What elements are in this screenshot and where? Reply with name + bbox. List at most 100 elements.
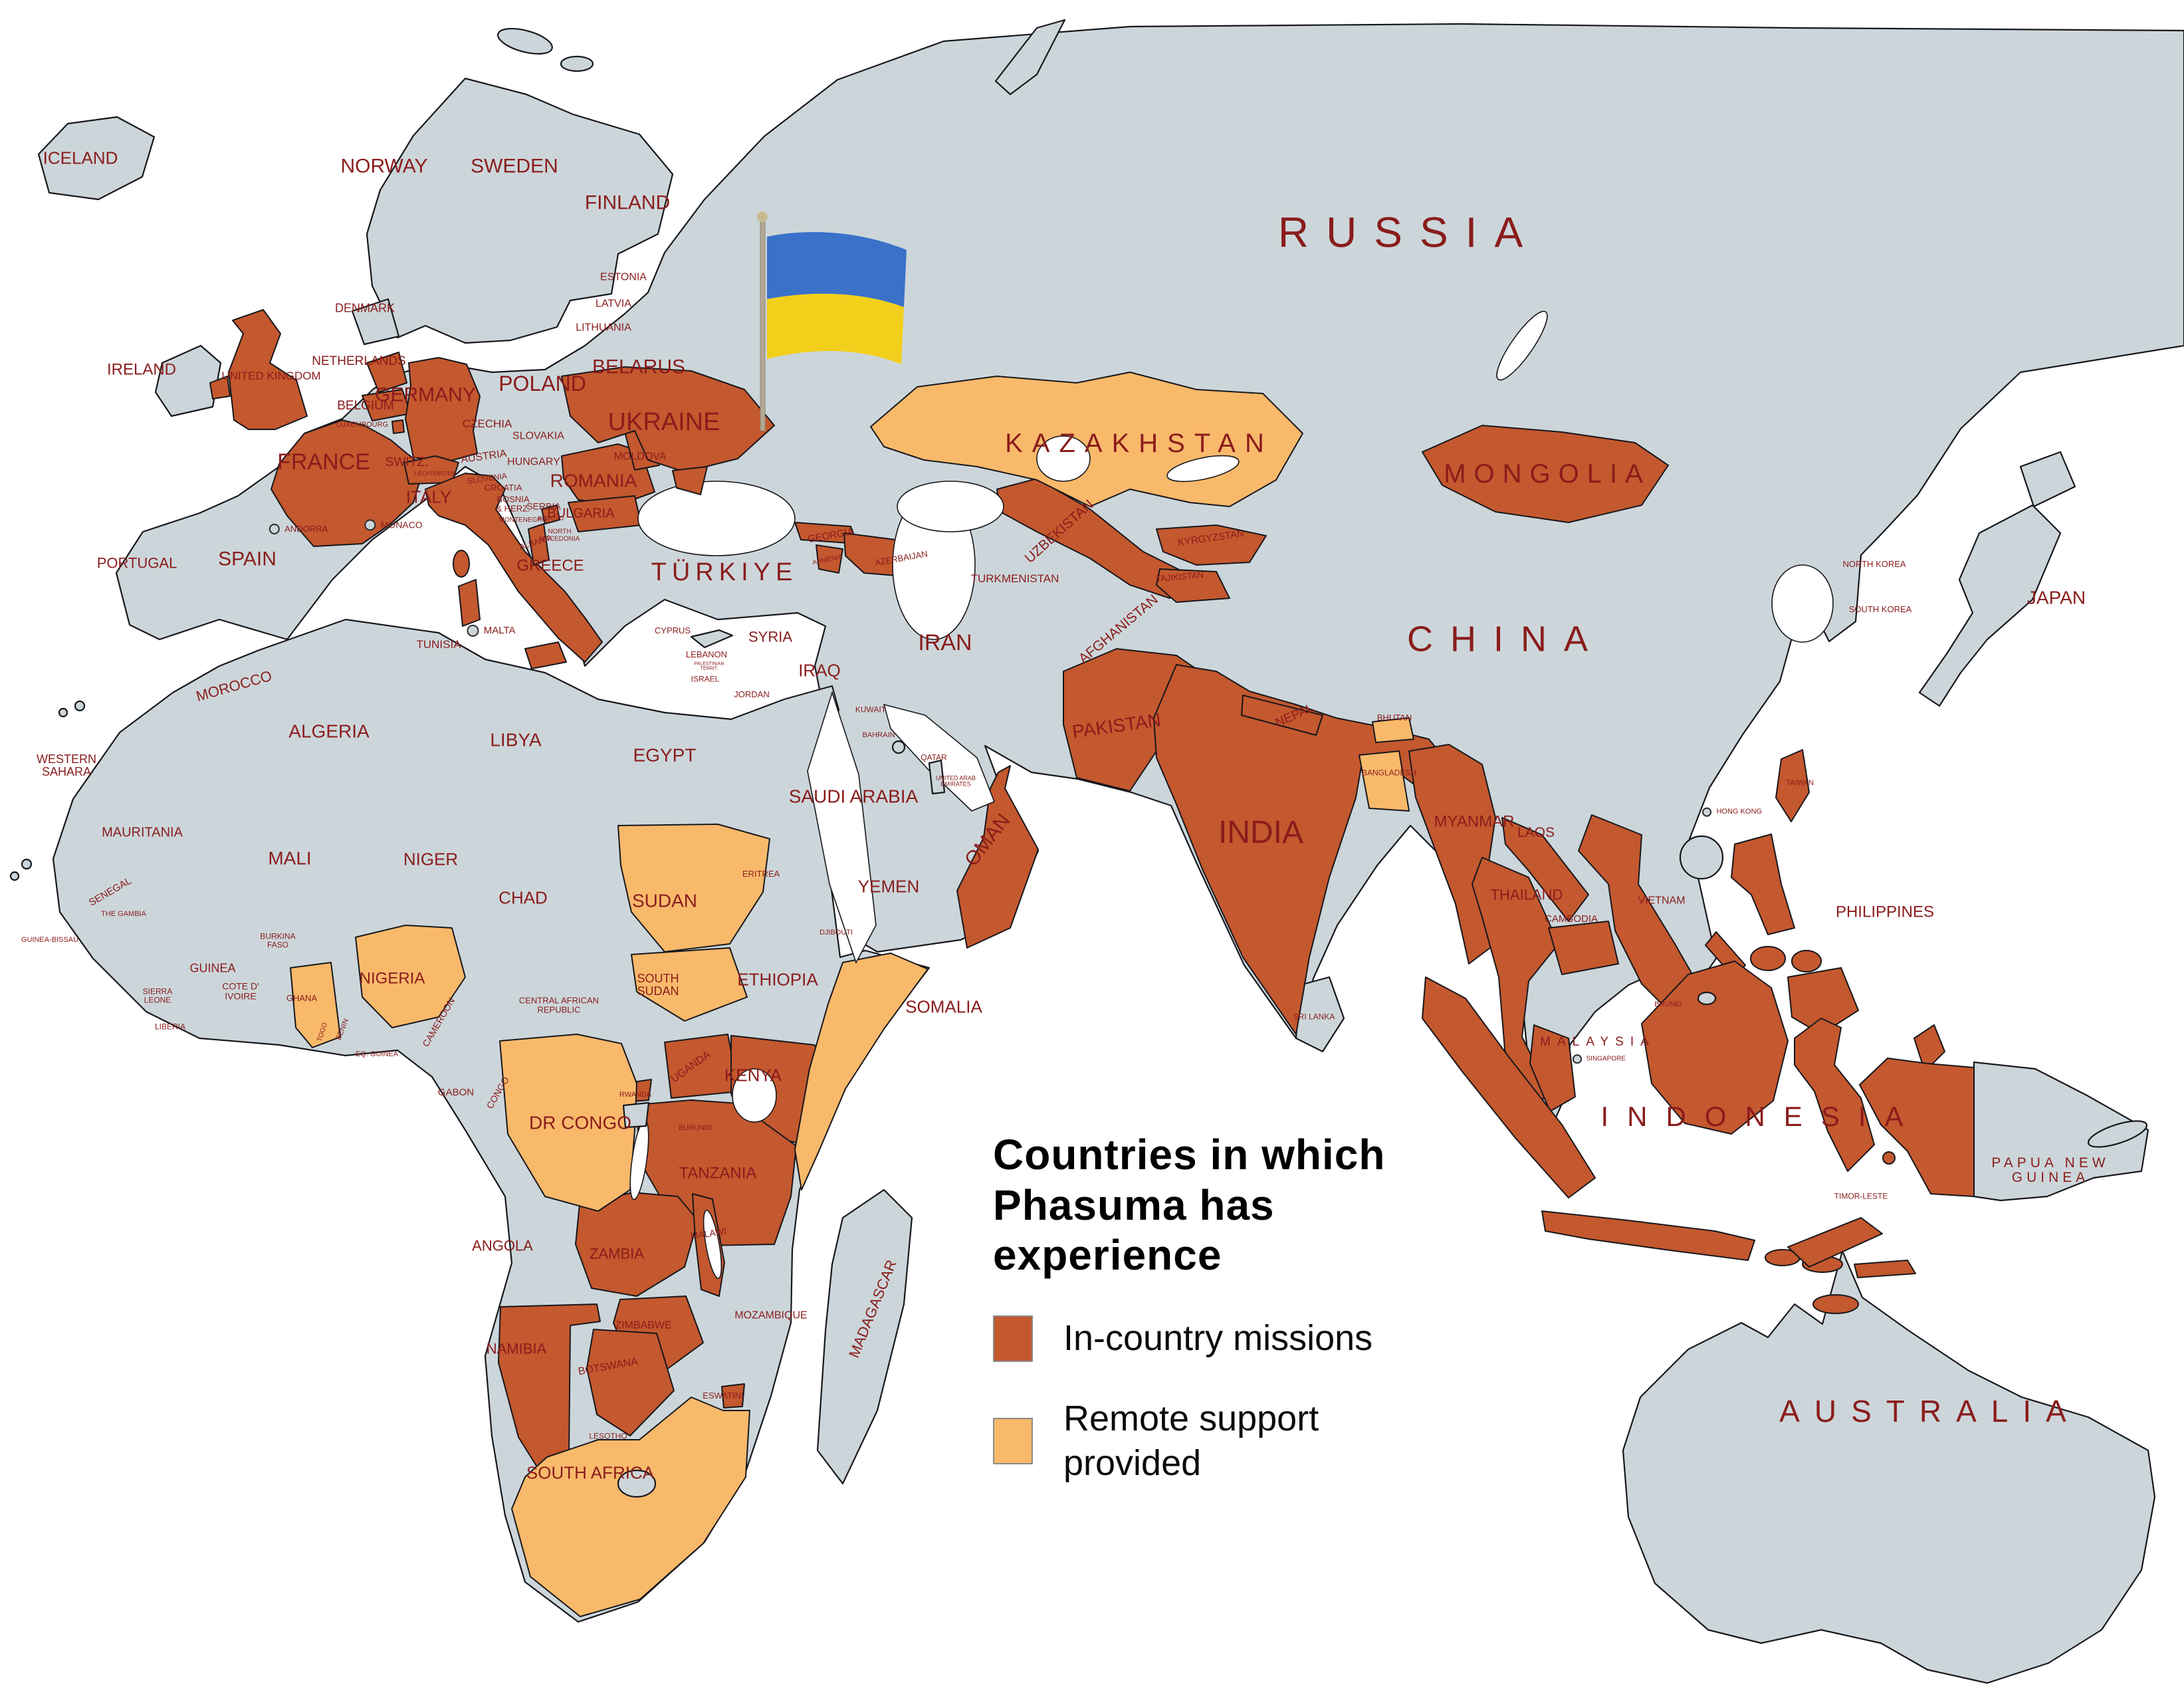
red-sea	[807, 691, 877, 964]
country-japan-honshu	[1918, 504, 2062, 707]
country-brunei	[1697, 991, 1717, 1006]
legend-label-remote: Remote support provided	[1063, 1398, 1319, 1484]
island-corsica	[453, 550, 470, 578]
island-halmahera	[1913, 1024, 1945, 1072]
country-philippines-visayas-1	[1750, 946, 1786, 971]
country-netherlands	[366, 352, 407, 393]
legend-swatch-missions	[993, 1315, 1033, 1362]
region-indonesia-papua	[1859, 1058, 1975, 1197]
remote-layer	[290, 372, 1414, 1617]
country-ireland	[154, 344, 222, 417]
country-burundi	[622, 1101, 650, 1129]
legend-item-missions: In-country missions	[993, 1315, 1498, 1362]
country-sudan	[617, 824, 770, 953]
country-philippines-luzon	[1731, 834, 1795, 935]
country-madagascar	[816, 1188, 913, 1485]
island-new-britain	[2087, 1120, 2148, 1148]
island-bahrain	[891, 740, 906, 754]
country-bulgaria	[568, 495, 642, 532]
lake-balkhash	[1166, 455, 1240, 483]
island-borneo	[1641, 960, 1789, 1135]
country-lesotho	[617, 1469, 657, 1498]
country-united-kingdom	[228, 309, 308, 430]
country-uganda	[664, 1034, 740, 1099]
country-luxembourg	[391, 419, 405, 434]
island-sicily	[524, 641, 567, 669]
black-sea	[637, 481, 796, 556]
country-malaysia-peninsular	[1529, 1024, 1576, 1112]
country-qatar	[928, 759, 946, 795]
ukraine-flag	[757, 211, 907, 431]
seas-layer	[629, 310, 1834, 1280]
missions-layer	[209, 309, 1975, 1480]
country-switzerland	[403, 455, 459, 485]
country-ukraine	[561, 366, 775, 473]
island-novaya-zemlya	[994, 19, 1066, 96]
country-bhutan	[1372, 717, 1414, 743]
region-crimea	[672, 466, 708, 495]
legend-item-remote: Remote support provided	[993, 1397, 1498, 1486]
island-canary-2	[58, 707, 68, 718]
flag-yellow-band	[767, 293, 904, 364]
country-uk-northern-ireland	[209, 376, 231, 399]
overlay-layer	[617, 466, 1717, 1498]
country-papua-new-guinea	[1973, 1061, 2149, 1202]
country-uzbekistan	[996, 478, 1184, 599]
island-svalbard	[497, 28, 553, 55]
bohai-sea	[1771, 564, 1834, 643]
country-oman	[956, 765, 1039, 949]
map-title: Countries in which Phasuma has experienc…	[993, 1131, 1386, 1280]
island-cape-verde-1	[21, 858, 33, 870]
country-kosovo	[541, 505, 560, 524]
lake-malawi	[703, 1209, 722, 1280]
island-sardinia	[458, 579, 481, 627]
country-cambodia	[1548, 921, 1619, 975]
island-svalbard-2	[560, 55, 594, 72]
country-tajikistan	[1156, 568, 1230, 603]
island-sulawesi	[1794, 1018, 1875, 1172]
country-philippines-visayas-2	[1791, 950, 1822, 972]
country-germany	[405, 357, 481, 463]
flag-pole	[760, 219, 766, 431]
country-mongolia	[1422, 425, 1669, 523]
country-laos	[1501, 817, 1589, 922]
country-australia	[1622, 1250, 2156, 1684]
island-sumba	[1812, 1294, 1859, 1314]
country-south-africa	[511, 1397, 750, 1617]
island-cape-verde-2	[9, 871, 20, 881]
country-eswatini	[721, 1383, 745, 1409]
country-philippines-mindanao	[1787, 967, 1859, 1035]
legend-label-missions: In-country missions	[1063, 1317, 1373, 1358]
island-timor	[1787, 1217, 1883, 1268]
country-armenia	[816, 544, 843, 574]
country-zambia	[575, 1192, 699, 1297]
country-taiwan	[1775, 749, 1810, 822]
legend-panel: Countries in which Phasuma has experienc…	[993, 1130, 1498, 1486]
flag-finial	[757, 211, 768, 222]
flag-blue-band	[767, 232, 907, 307]
country-kyrgyzstan	[1156, 524, 1267, 566]
island-flores	[1854, 1260, 1916, 1278]
country-nepal	[1241, 695, 1323, 736]
country-nigeria	[355, 925, 466, 1028]
aral-sea	[1036, 435, 1091, 482]
country-japan-hokkaido	[2019, 451, 2076, 508]
country-italy	[425, 473, 603, 663]
country-south-sudan	[631, 947, 748, 1022]
island-java	[1541, 1210, 1755, 1261]
country-somalia	[794, 953, 928, 1190]
persian-gulf	[883, 703, 996, 812]
country-ghana	[290, 962, 341, 1048]
country-myanmar	[1408, 744, 1496, 964]
legend-swatch-remote	[993, 1418, 1033, 1465]
country-azerbaijan	[843, 532, 897, 576]
country-cyprus	[690, 629, 734, 649]
country-albania	[528, 523, 550, 566]
island-sumatra	[1422, 976, 1596, 1198]
island-hainan	[1679, 835, 1724, 880]
country-iceland	[37, 116, 156, 201]
country-bangladesh	[1359, 750, 1410, 812]
country-france	[271, 419, 425, 547]
